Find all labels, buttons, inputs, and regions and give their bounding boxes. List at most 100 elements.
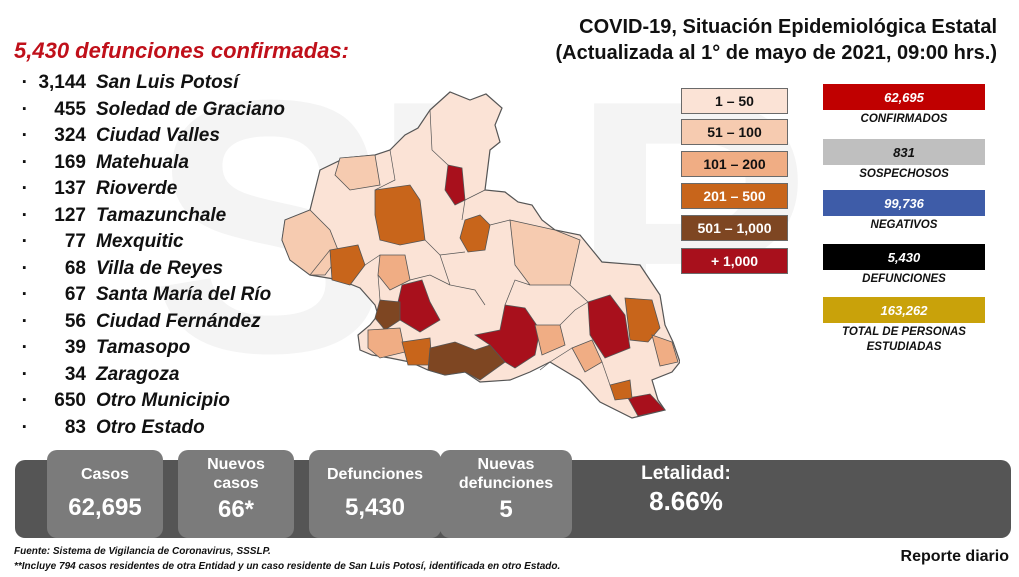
new-deaths-label-1: Nuevas	[477, 456, 535, 473]
map-region	[329, 244, 366, 286]
map-region	[444, 164, 466, 206]
list-item: · 68 Villa de Reyes	[21, 257, 224, 279]
list-item: · 67 Santa María del Río	[21, 284, 272, 306]
new-cases-tile: Nuevos casos 66*	[178, 450, 294, 538]
map-region	[609, 379, 633, 401]
map-region	[534, 324, 566, 356]
muni-value: 137	[54, 178, 86, 200]
new-cases-label-1: Nuevos	[207, 456, 265, 473]
muni-name: Rioverde	[96, 178, 178, 200]
muni-name: Villa de Reyes	[96, 257, 224, 279]
list-item: · 137 Rioverde	[21, 178, 178, 200]
state-map	[281, 91, 680, 419]
muni-name: Ciudad Valles	[96, 125, 220, 147]
legend-range-101-200: 101 – 200	[681, 151, 788, 177]
list-item: · 34 Zaragoza	[21, 363, 180, 385]
new-deaths-label-2: defunciones	[458, 475, 554, 492]
suspected-label: SOSPECHOSOS	[859, 168, 949, 180]
muni-value: 650	[54, 390, 86, 412]
muni-value: 324	[54, 125, 86, 147]
muni-name: Tamazunchale	[96, 204, 227, 226]
new-deaths-value: 5	[499, 496, 513, 523]
map-region	[624, 297, 661, 343]
muni-name: Mexquitic	[96, 231, 184, 253]
muni-value: 455	[54, 98, 86, 120]
list-item: · 324 Ciudad Valles	[21, 125, 220, 147]
list-item: · 455 Soledad de Graciano	[21, 98, 285, 120]
map-region	[651, 334, 679, 367]
list-item: · 77 Mexquitic	[21, 231, 184, 253]
muni-value: 83	[64, 416, 86, 438]
negative-value: 99,736	[823, 190, 985, 216]
muni-value: 3,144	[38, 72, 86, 94]
source-note: Fuente: Sistema de Vigilancia de Coronav…	[14, 546, 271, 557]
muni-name: Santa María del Río	[96, 284, 272, 306]
deaths-tile-label: Defunciones	[326, 466, 423, 483]
legend-range-over-1000: + 1,000	[681, 248, 788, 274]
confirmed-label: CONFIRMADOS	[860, 113, 948, 125]
list-item: · 3,144 San Luis Potosí	[21, 72, 239, 94]
map-region	[459, 214, 491, 253]
list-item: · 56 Ciudad Fernández	[21, 310, 261, 332]
deaths-title: 5,430 defunciones confirmadas:	[14, 38, 349, 63]
lethality-label: Letalidad:	[641, 463, 731, 484]
deaths-tile: Defunciones 5,430	[309, 450, 441, 538]
muni-value: 77	[64, 231, 86, 253]
map-boundaries	[309, 109, 611, 386]
muni-name: Matehuala	[96, 151, 189, 173]
list-item: · 39 Tamasopo	[21, 337, 191, 359]
muni-value: 67	[64, 284, 86, 306]
list-item: · 650 Otro Municipio	[21, 390, 231, 412]
muni-value: 169	[54, 151, 86, 173]
muni-name: San Luis Potosí	[96, 72, 239, 94]
municipality-deaths-list: · 3,144 San Luis Potosí · 455 Soledad de Gra…	[18, 70, 298, 441]
map-region	[374, 299, 401, 331]
map-region	[367, 327, 406, 359]
legend-range-51-100: 51 – 100	[681, 119, 788, 145]
list-item: · 127 Tamazunchale	[21, 204, 227, 226]
map-region	[374, 184, 426, 246]
muni-value: 68	[64, 257, 86, 279]
deaths-tile-value: 5,430	[344, 494, 406, 521]
cases-tile: Casos 62,695	[47, 450, 163, 538]
suspected-value: 831	[823, 139, 985, 165]
muni-name: Otro Municipio	[96, 390, 231, 412]
legend-range-501-1000: 501 – 1,000	[681, 215, 788, 241]
list-item: · 169 Matehuala	[21, 151, 189, 173]
map-region	[473, 304, 541, 369]
lethality-value: 8.66%	[649, 486, 723, 516]
muni-name: Otro Estado	[96, 416, 205, 438]
muni-value: 34	[64, 363, 86, 385]
new-cases-label-2: casos	[213, 475, 259, 492]
map-region	[627, 393, 666, 417]
map-region	[587, 294, 631, 359]
new-deaths-tile: Nuevas defunciones 5	[440, 450, 572, 538]
legend-range-201-500: 201 – 500	[681, 183, 788, 209]
new-cases-value: 66*	[217, 496, 255, 523]
deaths-value: 5,430	[823, 244, 985, 270]
map-region	[427, 341, 506, 381]
report-label: Reporte diario	[900, 548, 1009, 565]
map-region	[377, 254, 411, 291]
muni-name: Ciudad Fernández	[96, 310, 261, 332]
total-studied-label: TOTAL DE PERSONAS ESTUDIADAS	[842, 326, 966, 353]
muni-name: Zaragoza	[96, 363, 180, 385]
muni-value: 56	[64, 310, 86, 332]
muni-value: 39	[64, 337, 86, 359]
cases-value: 62,695	[68, 494, 142, 521]
muni-value: 127	[54, 204, 86, 226]
map-region	[334, 154, 381, 191]
footnote: **Incluye 794 casos residentes de otra E…	[14, 561, 561, 572]
list-item: · 83 Otro Estado	[21, 416, 205, 438]
muni-name: Tamasopo	[96, 337, 191, 359]
page-title: COVID-19, Situación Epidemiológica Estat…	[477, 14, 997, 66]
cases-label: Casos	[80, 466, 130, 483]
title-line-1: COVID-19, Situación Epidemiológica Estat…	[579, 16, 997, 38]
muni-name: Soledad de Graciano	[96, 98, 285, 120]
map-region	[281, 209, 341, 276]
confirmed-value: 62,695	[823, 84, 985, 110]
total-studied-value: 163,262	[823, 297, 985, 323]
legend-range-1-50: 1 – 50	[681, 88, 788, 114]
title-line-2: (Actualizada al 1° de mayo de 2021, 09:0…	[555, 42, 997, 64]
deaths-label: DEFUNCIONES	[862, 273, 946, 285]
